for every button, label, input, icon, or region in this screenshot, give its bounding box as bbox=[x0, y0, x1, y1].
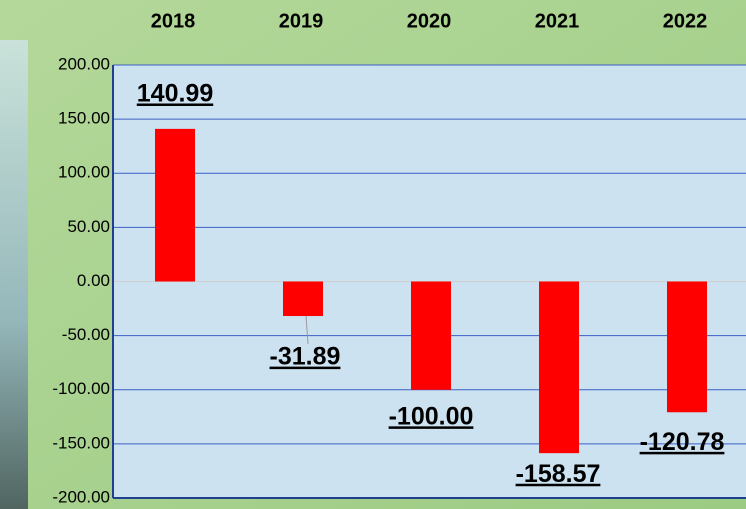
x-tick-label: 2018 bbox=[151, 10, 196, 32]
bar bbox=[155, 128, 195, 282]
x-tick-label: 2022 bbox=[663, 10, 708, 32]
y-tick-label: 150.00 bbox=[58, 109, 110, 128]
data-label: -158.57 bbox=[516, 460, 601, 488]
leader-line bbox=[305, 315, 309, 345]
x-tick-label: 2021 bbox=[535, 10, 580, 32]
x-tick-label: 2020 bbox=[407, 10, 452, 32]
bar bbox=[667, 281, 707, 413]
y-tick-label: -100.00 bbox=[52, 379, 110, 398]
data-label: -31.89 bbox=[270, 343, 341, 371]
photo-strip bbox=[0, 40, 28, 509]
y-tick-label: -150.00 bbox=[52, 433, 110, 452]
y-tick-label: 200.00 bbox=[58, 54, 110, 73]
bar bbox=[539, 281, 579, 454]
x-tick-label: 2019 bbox=[279, 10, 324, 32]
y-tick-label: 100.00 bbox=[58, 163, 110, 182]
data-label: -120.78 bbox=[640, 428, 725, 456]
y-tick-label: -200.00 bbox=[52, 487, 110, 506]
data-label: 140.99 bbox=[137, 79, 213, 107]
y-tick-label: 0.00 bbox=[77, 271, 110, 290]
y-tick-label: 50.00 bbox=[67, 217, 110, 236]
y-tick-label: -50.00 bbox=[62, 325, 110, 344]
data-label: -100.00 bbox=[389, 402, 474, 430]
bar bbox=[283, 281, 323, 317]
bar bbox=[411, 281, 451, 390]
